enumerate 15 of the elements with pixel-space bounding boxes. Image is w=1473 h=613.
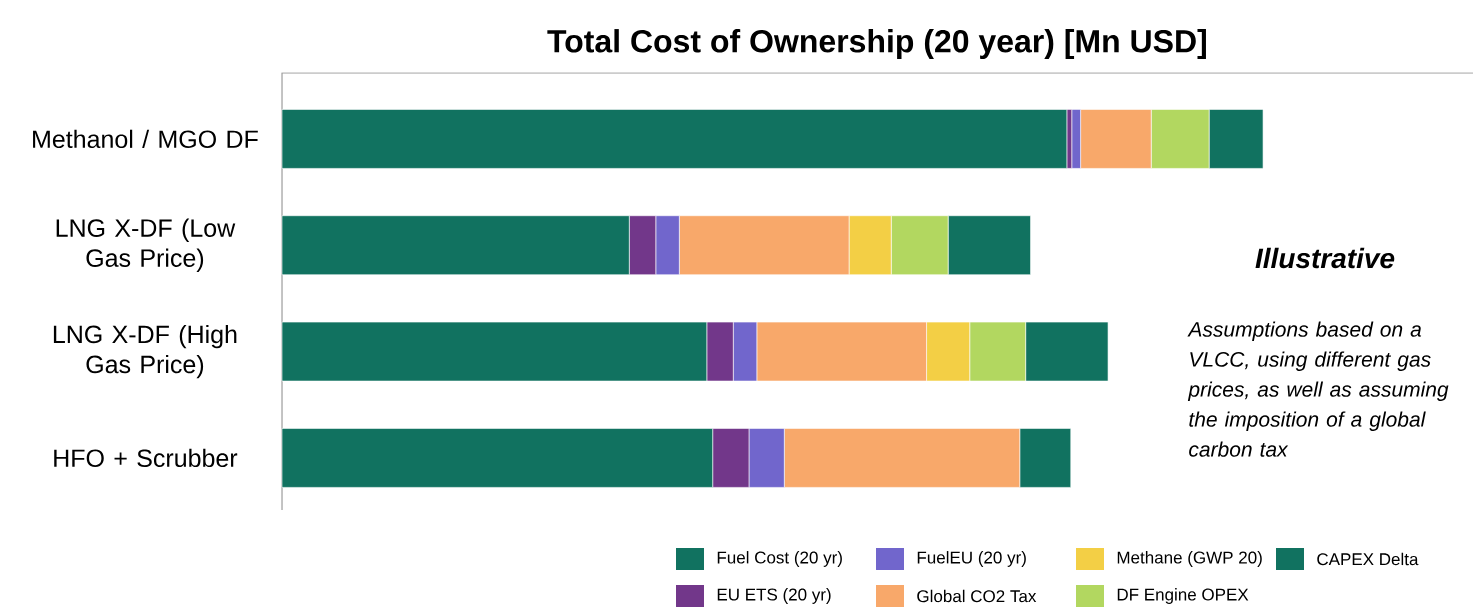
y-tick-label: Methanol / MGO DF: [33, 129, 258, 149]
annotation: Assumptions based on a VLCC, using different gas prices, as well as assuming the imposition of a global carbon tax: [1187, 321, 1449, 457]
bar: [281, 109, 1068, 169]
chart-title: Total Cost of Ownership (20 year) [Mn USD]: [547, 29, 1206, 59]
legend-label: FuelEU (20 yr): [917, 551, 1026, 567]
annotation: Illustrative: [1255, 247, 1395, 269]
y-tick-label: HFO + Scrubber: [54, 448, 238, 468]
legend-label: Global CO2 Tax: [917, 589, 1037, 603]
legend-label: Methane (GWP 20): [1117, 551, 1262, 567]
legend-label: Fuel Cost (20 yr): [717, 551, 842, 567]
legend-label: DF Engine OPEX: [1117, 588, 1249, 604]
legend-label: EU ETS (20 yr): [717, 588, 831, 604]
y-tick-label: LNG X-DF (High Gas Price): [53, 324, 237, 379]
y-tick-label: LNG X-DF (Low Gas Price): [56, 218, 236, 272]
legend-label: CAPEX Delta: [1317, 552, 1419, 566]
